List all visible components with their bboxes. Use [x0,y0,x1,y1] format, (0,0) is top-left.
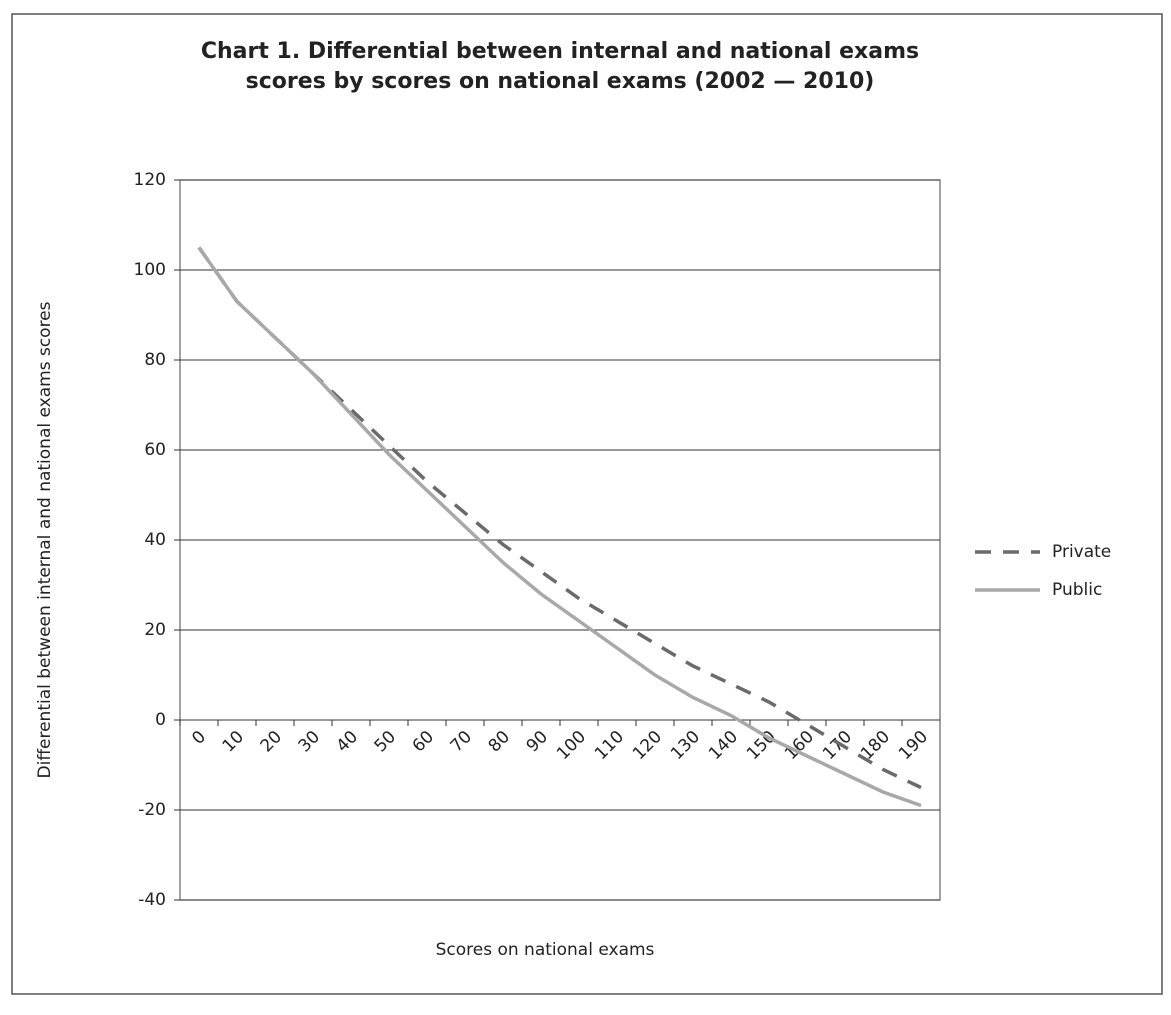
y-tick-label: -20 [138,800,166,820]
chart-frame [11,13,1163,995]
x-axis-label: Scores on national exams [436,940,655,960]
y-tick-label: 0 [155,710,166,730]
series-line [197,246,922,808]
y-axis-label: Differential between internal and nation… [35,301,55,778]
y-tick-label: 100 [134,260,166,280]
y-tick-label: 60 [144,440,166,460]
chart-title: scores by scores on national exams (2002… [246,69,875,94]
y-tick-label: 120 [134,170,166,190]
y-tick-label: 40 [144,530,166,550]
y-tick-label: 20 [144,620,166,640]
chart-title: Chart 1. Differential between internal a… [201,39,919,64]
legend-label: Public [1052,580,1102,600]
y-tick-label: 80 [144,350,166,370]
y-tick-label: -40 [138,890,166,910]
legend-label: Private [1052,542,1111,562]
